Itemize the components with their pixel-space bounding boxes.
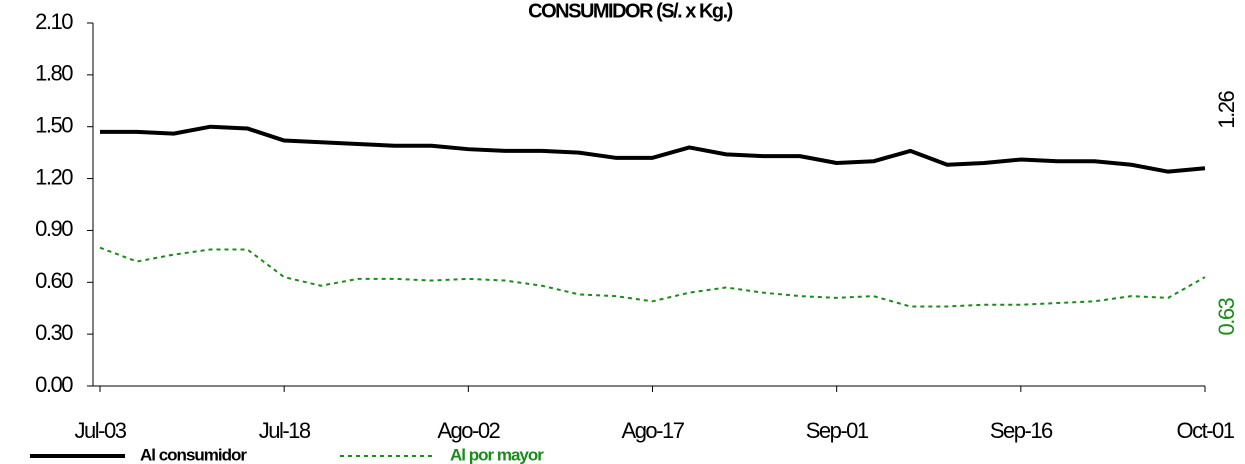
x-tick-label: Oct-01 <box>1176 418 1234 443</box>
end-value-label: 0.63 <box>1214 297 1239 335</box>
x-tick-label: Sep-16 <box>990 418 1053 443</box>
y-tick-label: 0.60 <box>35 268 73 293</box>
y-tick-label: 1.80 <box>35 61 73 86</box>
y-tick-label: 0.90 <box>35 216 73 241</box>
x-tick-label: Sep-01 <box>806 418 869 443</box>
end-value-label: 1.26 <box>1214 91 1239 129</box>
x-tick-label: Ago-02 <box>437 418 500 443</box>
y-tick-label: 1.50 <box>35 113 73 138</box>
y-tick-label: 0.00 <box>35 372 73 397</box>
x-tick-label: Jul-03 <box>75 418 127 443</box>
series-line <box>99 246 1206 308</box>
series-line <box>100 124 1206 174</box>
legend-label: Al consumidor <box>140 445 247 464</box>
legend-label: Al por mayor <box>450 445 544 464</box>
y-tick-label: 0.30 <box>35 320 73 345</box>
y-tick-label: 1.20 <box>35 164 73 189</box>
y-tick-label: 2.10 <box>35 9 73 34</box>
chart-title: CONSUMIDOR (S/. x Kg.) <box>528 0 733 22</box>
x-tick-label: Jul-18 <box>259 418 311 443</box>
x-tick-label: Ago-17 <box>622 418 685 443</box>
